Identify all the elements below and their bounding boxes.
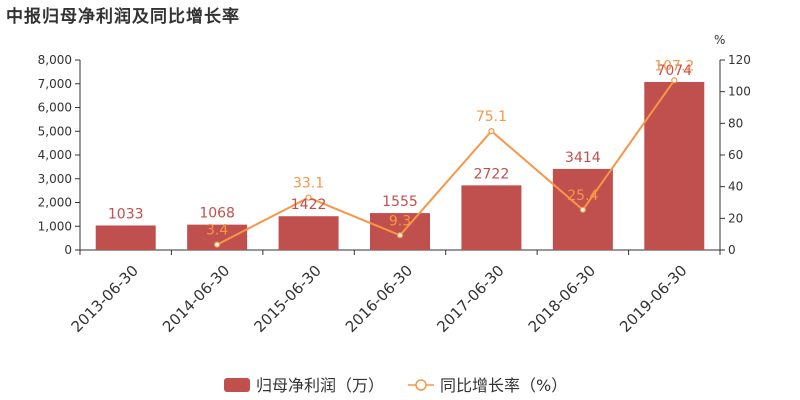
labels-group: 1033 1068 1422 1555 2722 3414 7074 3.4 33.1 9.3 75… bbox=[108, 58, 694, 238]
bar-value-label: 1422 bbox=[291, 197, 327, 213]
axes-group: 0 1,000 2,000 3,000 4,000 5,000 6,000 7,000 8,00… bbox=[38, 33, 751, 336]
bar bbox=[95, 225, 156, 250]
y-right-tick-label: 100 bbox=[728, 85, 751, 99]
line-point bbox=[396, 232, 404, 239]
legend[interactable]: 归母净利润（万） 同比增长率（%） bbox=[224, 376, 567, 395]
x-tick-label: 2019-06-30 bbox=[616, 262, 690, 336]
y-right-tick-label: 40 bbox=[728, 180, 743, 194]
x-tick-label: 2018-06-30 bbox=[525, 262, 599, 336]
x-tick-label: 2017-06-30 bbox=[433, 262, 507, 336]
x-tick-label: 2013-06-30 bbox=[68, 262, 142, 336]
y-right-axis-label: % bbox=[714, 33, 725, 47]
line-point bbox=[579, 206, 586, 213]
line-value-label: 9.3 bbox=[389, 213, 411, 229]
line-value-label: 3.4 bbox=[206, 223, 228, 239]
bar-value-label: 2722 bbox=[474, 166, 510, 182]
y-right-tick-label: 0 bbox=[728, 243, 736, 257]
line-point bbox=[214, 241, 221, 248]
x-tick-label: 2016-06-30 bbox=[342, 262, 416, 336]
chart-title: 中报归母净利润及同比增长率 bbox=[6, 7, 240, 27]
y-right-tick-label: 80 bbox=[728, 116, 743, 130]
line-point bbox=[488, 127, 495, 135]
y-left-tick-label: 3,000 bbox=[38, 172, 72, 186]
line-point bbox=[305, 194, 312, 201]
legend-bar-swatch bbox=[224, 378, 250, 392]
bar-value-label: 1068 bbox=[199, 206, 235, 222]
bar bbox=[461, 185, 522, 250]
bar bbox=[370, 213, 430, 250]
bar-value-label: 3414 bbox=[565, 150, 601, 166]
y-left-tick-label: 7,000 bbox=[38, 77, 72, 91]
y-left-tick-label: 6,000 bbox=[38, 101, 72, 115]
y-left-tick-label: 5,000 bbox=[38, 124, 72, 138]
line-value-label: 107.2 bbox=[654, 58, 694, 74]
legend-line-marker bbox=[415, 379, 427, 391]
line-value-label: 75.1 bbox=[476, 109, 507, 125]
y-right-tick-label: 20 bbox=[728, 211, 743, 225]
y-right-tick-label: 120 bbox=[728, 53, 751, 67]
y-left-tick-label: 0 bbox=[64, 243, 72, 257]
line-point bbox=[671, 77, 678, 84]
line-group bbox=[214, 77, 678, 248]
bar-value-label: 1033 bbox=[108, 206, 144, 222]
x-tick-label: 2015-06-30 bbox=[250, 262, 324, 336]
y-right-tick-label: 60 bbox=[728, 148, 743, 162]
y-left-tick-label: 4,000 bbox=[38, 148, 72, 162]
line-value-label: 33.1 bbox=[293, 176, 324, 192]
legend-line-label: 同比增长率（%） bbox=[440, 376, 567, 395]
x-tick-label: 2014-06-30 bbox=[159, 262, 233, 336]
legend-bar-label: 归母净利润（万） bbox=[256, 376, 384, 395]
y-left-tick-label: 1,000 bbox=[38, 219, 72, 233]
bar-value-label: 7074 bbox=[656, 63, 692, 79]
y-left-tick-label: 2,000 bbox=[38, 196, 72, 210]
line-value-label: 25.4 bbox=[567, 188, 598, 204]
bar-value-label: 1555 bbox=[382, 194, 418, 210]
y-left-tick-label: 8,000 bbox=[38, 53, 72, 67]
bar bbox=[278, 216, 339, 250]
growth-line bbox=[216, 79, 676, 246]
bar bbox=[644, 81, 705, 251]
